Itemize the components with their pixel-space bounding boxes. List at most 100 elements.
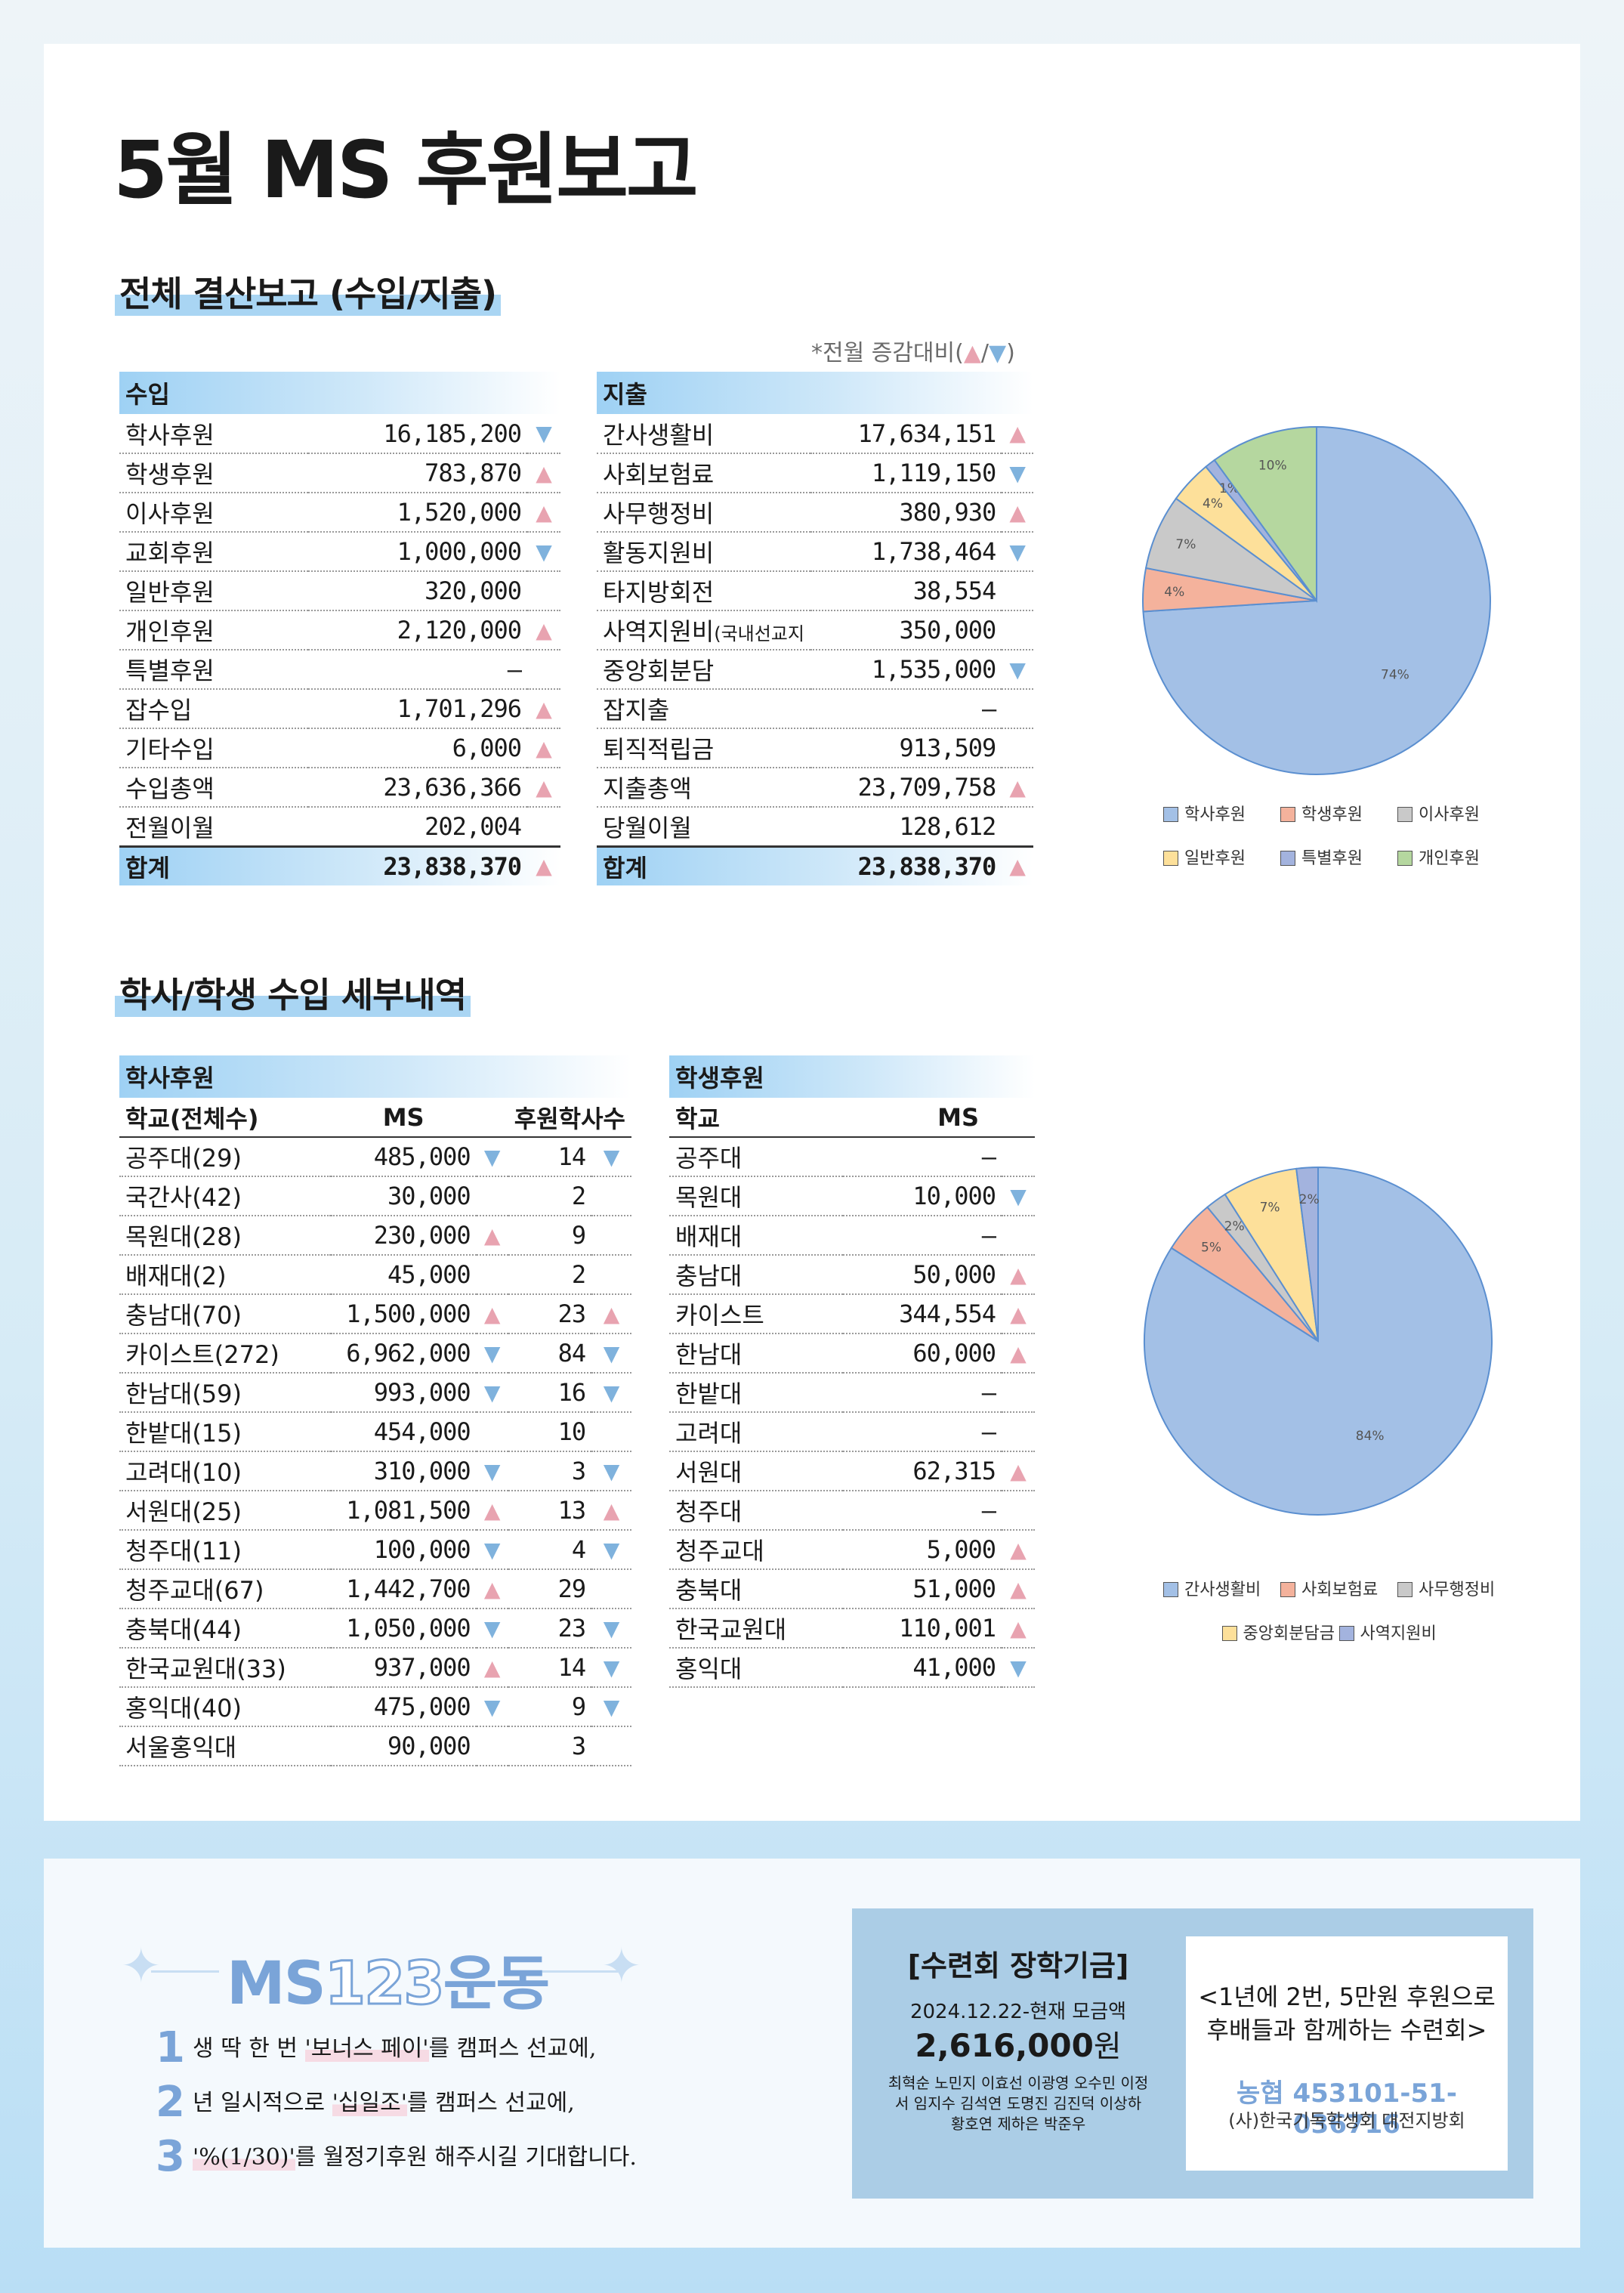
row-label: 기타수입	[119, 728, 308, 768]
trend-icon	[591, 1412, 631, 1452]
table-row: 일반후원 320,000	[119, 571, 560, 611]
row-label: 일반후원	[119, 571, 308, 611]
school-name: 충남대(70)	[119, 1294, 331, 1334]
trend-icon	[591, 1255, 631, 1295]
row-label: 퇴직적립금	[597, 728, 810, 768]
ms-value: 485,000	[330, 1137, 477, 1177]
table-row: 한밭대 –	[669, 1373, 1035, 1413]
table-row: 서원대(25) 1,081,500 ▲ 13 ▲	[119, 1491, 631, 1531]
row-label: 이사후원	[119, 493, 308, 533]
trend-icon	[1002, 689, 1033, 729]
row-value: 380,930	[810, 493, 1002, 533]
ms-value: 90,000	[330, 1726, 477, 1766]
legend-swatch	[1280, 1582, 1295, 1597]
legend-swatch	[1397, 1582, 1413, 1597]
table-row: 사무행정비 380,930 ▲	[597, 493, 1033, 533]
member-count: 16	[508, 1373, 592, 1413]
trend-icon	[527, 807, 560, 847]
pie-slice	[1224, 1167, 1319, 1342]
trend-icon: ▲	[476, 1569, 508, 1609]
table-row: 수입총액 23,636,366 ▲	[119, 768, 560, 808]
divider-right	[542, 1970, 618, 1973]
fund-summary: [수련회 장학기금] 2024.12.22-현재 모금액 2,616,000원 …	[852, 1908, 1184, 2199]
trend-icon	[1002, 610, 1033, 651]
table-row: 한밭대(15) 454,000 10	[119, 1412, 631, 1452]
ms-value: 475,000	[330, 1687, 477, 1727]
legend-label: 일반후원	[1184, 849, 1246, 868]
row-label: 전월이월	[119, 807, 308, 847]
school-name: 공주대(29)	[119, 1137, 331, 1177]
trend-icon: ▲	[527, 689, 560, 729]
trend-icon	[1002, 807, 1033, 847]
ms-value: 1,442,700	[330, 1569, 477, 1609]
trend-icon	[1002, 1137, 1035, 1177]
row-label: 특별후원	[119, 650, 308, 690]
trend-icon: ▲	[1002, 1530, 1035, 1570]
haksa-header: 학사후원	[119, 1055, 631, 1098]
table-row: 당월이월 128,612	[597, 807, 1033, 847]
total-value: 23,838,370	[810, 845, 1002, 885]
school-name: 한밭대	[669, 1373, 843, 1413]
pie-data-label: 7%	[1175, 537, 1196, 552]
ms-value: 110,001	[843, 1608, 1002, 1649]
member-count: 23	[508, 1608, 592, 1649]
legend-label: 이사후원	[1419, 805, 1480, 824]
legend-item: 중앙회분담금	[1221, 1620, 1335, 1644]
ms-value: 1,500,000	[330, 1294, 477, 1334]
haksaeng-table: 학생후원 학교 MS 공주대 – 목원대 10,000 ▼ 배재대 – 충남대 50,000 ▲ 카이스트…	[669, 1055, 1035, 1688]
trend-icon	[591, 1726, 631, 1766]
ms-value: 6,962,000	[330, 1333, 477, 1374]
row-label: 중앙회분담	[597, 650, 810, 690]
trend-icon	[1002, 571, 1033, 611]
trend-icon	[591, 1176, 631, 1216]
col-school: 학교(전체수)	[119, 1098, 331, 1138]
ms-value: –	[843, 1373, 1002, 1413]
sparkle-right-icon: ✦	[601, 1939, 642, 1995]
pie-slice	[1213, 425, 1317, 604]
school-name: 한국교원대(33)	[119, 1648, 331, 1688]
table-row: 충북대(44) 1,050,000 ▼ 23 ▼	[119, 1608, 631, 1649]
account-holder: (사)한국기독학생회 대전지방회	[1228, 2110, 1465, 2131]
row-value: 202,004	[308, 807, 527, 847]
row-value: 23,636,366	[308, 768, 527, 808]
trend-icon	[591, 1569, 631, 1609]
col-school: 학교	[669, 1098, 843, 1138]
row-value: 1,520,000	[308, 493, 527, 533]
pie-slice	[1144, 497, 1317, 601]
school-name: 한국교원대	[669, 1608, 843, 1649]
school-name: 청주대(11)	[119, 1530, 331, 1570]
trend-icon	[1002, 1491, 1035, 1531]
expense-pie-chart: 84%5%2%7%2%	[1144, 1166, 1493, 1516]
ms-value: 5,000	[843, 1530, 1002, 1570]
col-ms: MS	[330, 1098, 477, 1138]
legend-label: 중앙회분담금	[1243, 1624, 1335, 1643]
legend-swatch	[1163, 1582, 1178, 1597]
section-title-settlement: 전체 결산보고 (수입/지출)	[115, 272, 502, 316]
member-count: 3	[508, 1451, 592, 1491]
table-row: 잡지출 –	[597, 689, 1033, 729]
trend-icon: ▲	[1002, 1333, 1035, 1374]
ms-value: 1,081,500	[330, 1491, 477, 1531]
table-row: 카이스트(272) 6,962,000 ▼ 84 ▼	[119, 1333, 631, 1374]
trend-icon: ▲	[1002, 1451, 1035, 1491]
ms-value: 50,000	[843, 1255, 1002, 1295]
legend-label: 개인후원	[1419, 849, 1480, 868]
school-name: 홍익대(40)	[119, 1687, 331, 1727]
trend-icon: ▼	[591, 1687, 631, 1727]
trend-icon	[476, 1255, 508, 1295]
legend-item: 사역지원비	[1338, 1620, 1437, 1644]
ms-value: 100,000	[330, 1530, 477, 1570]
trend-icon: ▼	[1002, 532, 1033, 572]
row-label: 학생후원	[119, 453, 308, 493]
school-name: 목원대(28)	[119, 1216, 331, 1256]
row-label: 타지방회전	[597, 571, 810, 611]
table-row: 충북대 51,000 ▲	[669, 1569, 1035, 1609]
col-count: 후원학사수	[508, 1098, 631, 1138]
trend-icon: ▼	[591, 1608, 631, 1649]
member-count: 2	[508, 1255, 592, 1295]
row-value: –	[308, 650, 527, 690]
school-name: 한남대	[669, 1333, 843, 1374]
table-row: 중앙회분담 1,535,000 ▼	[597, 650, 1033, 690]
trend-icon: ▼	[1002, 650, 1033, 690]
school-name: 공주대	[669, 1137, 843, 1177]
